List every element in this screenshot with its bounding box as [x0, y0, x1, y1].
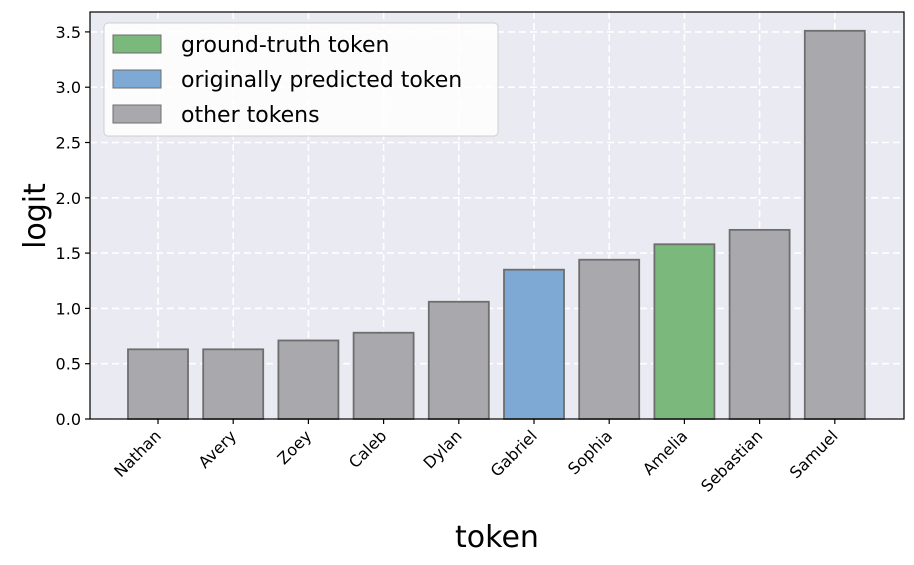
- legend: ground-truth token originally predicted t…: [103, 22, 499, 137]
- legend-swatch-truth: [112, 34, 162, 54]
- bar-avery: [202, 348, 265, 420]
- bar-gabriel: [503, 268, 565, 420]
- x-tick-label: Avery: [195, 426, 241, 472]
- bar-dylan: [427, 300, 490, 420]
- y-tick-label: 0.5: [56, 355, 81, 374]
- legend-swatch-other: [112, 104, 162, 124]
- bar-amelia: [653, 243, 716, 420]
- bar-samuel: [803, 29, 866, 420]
- x-tick-label: Sophia: [564, 426, 616, 478]
- x-tick-label: Zoey: [273, 426, 315, 468]
- x-tick-label: Nathan: [110, 426, 165, 481]
- bar-sophia: [578, 258, 641, 420]
- y-tick-label: 2.5: [56, 134, 81, 153]
- x-tick-label: Amelia: [639, 426, 691, 478]
- x-tick-label: Gabriel: [487, 426, 541, 480]
- y-tick-label: 1.5: [56, 244, 81, 263]
- y-axis-ticks: 0.0 0.5 1.0 1.5 2.0 2.5 3.0 3.5: [56, 23, 90, 429]
- legend-swatch-predicted: [112, 69, 162, 89]
- legend-label-truth: ground-truth token: [181, 33, 389, 58]
- bar-zoey: [277, 339, 340, 420]
- y-tick-label: 1.0: [56, 299, 81, 318]
- bar-caleb: [352, 331, 415, 420]
- legend-label-predicted: originally predicted token: [181, 68, 462, 93]
- bar-sebastian: [728, 228, 791, 420]
- x-tick-label: Sebastian: [697, 426, 766, 495]
- legend-box: [103, 22, 499, 137]
- bar-nathan: [127, 348, 189, 420]
- plot-frame: [89, 11, 905, 420]
- y-tick-label: 2.0: [56, 189, 81, 208]
- x-axis-ticks: Nathan Avery Zoey Caleb Dylan Gabriel Sophia Am…: [110, 419, 842, 496]
- y-axis-title: logit: [18, 183, 53, 249]
- x-tick-label: Caleb: [345, 426, 391, 472]
- x-axis-title: token: [455, 520, 539, 555]
- bars: [127, 29, 866, 420]
- x-tick-label: Samuel: [786, 426, 842, 482]
- x-tick-label: Dylan: [420, 426, 466, 472]
- y-tick-label: 3.5: [56, 23, 81, 42]
- y-tick-label: 3.0: [56, 78, 81, 97]
- y-tick-label: 0.0: [56, 410, 81, 429]
- legend-label-other: other tokens: [181, 103, 320, 128]
